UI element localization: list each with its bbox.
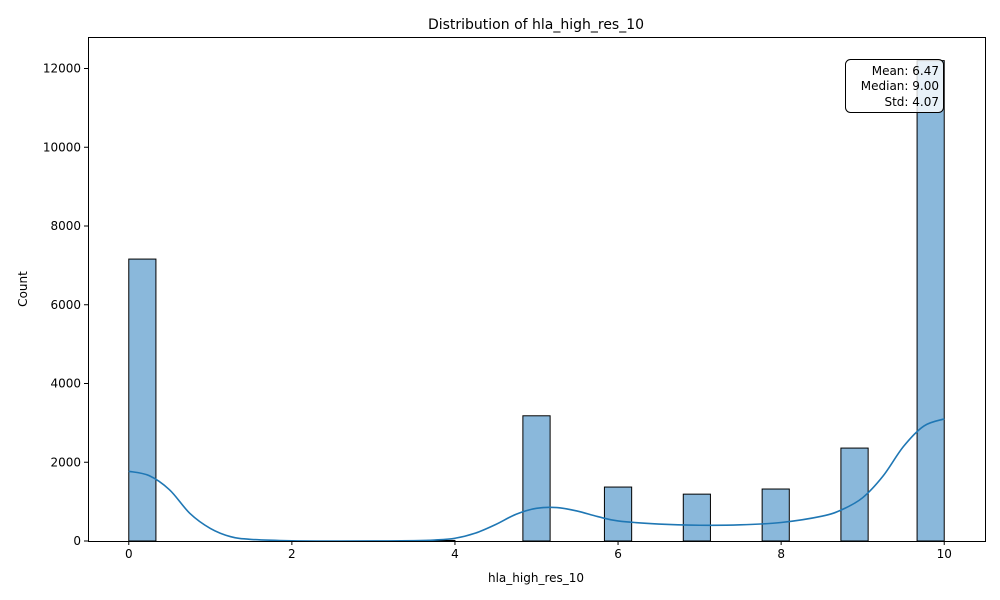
histogram-bar-2 [522,415,551,542]
x-tick-label-2: 2 [288,547,296,561]
x-tick-label-8: 8 [777,547,785,561]
y-tick-label-0: 0 [73,534,81,548]
chart-title: Distribution of hla_high_res_10 [428,17,644,33]
x-tick-label-0: 0 [125,547,133,561]
x-axis-label: hla_high_res_10 [488,571,584,585]
histogram-bar-3 [603,486,633,542]
plot-frame [88,37,986,542]
y-tick-label-12000: 12000 [43,62,81,76]
y-tick-label-4000: 4000 [50,377,81,391]
stats-median: Median: 9.00 [861,79,939,93]
x-tick-label-4: 4 [451,547,459,561]
stats-box: Mean: 6.47 Median: 9.00 Std: 4.07 [845,59,944,113]
histogram-bar-6 [840,447,869,542]
y-axis-label: Count [16,271,30,307]
stats-mean: Mean: 6.47 [872,64,939,78]
histogram-bar-5 [761,488,790,542]
y-tick-label-8000: 8000 [50,219,81,233]
stats-std: Std: 4.07 [884,95,939,109]
histogram-bar-4 [682,493,711,542]
histogram-bar-7 [916,60,945,542]
y-tick-label-6000: 6000 [50,298,81,312]
kde-curve [128,418,945,542]
plot-area: 0 2 4 6 8 10 0 2000 4000 6000 8000 10000 12000 [43,60,952,561]
x-tick-label-6: 6 [614,547,622,561]
histogram-bar-0 [128,258,157,542]
y-tick-label-2000: 2000 [50,455,81,469]
stats-box-frame [845,59,944,113]
x-tick-label-10: 10 [937,547,952,561]
y-tick-label-10000: 10000 [43,140,81,154]
